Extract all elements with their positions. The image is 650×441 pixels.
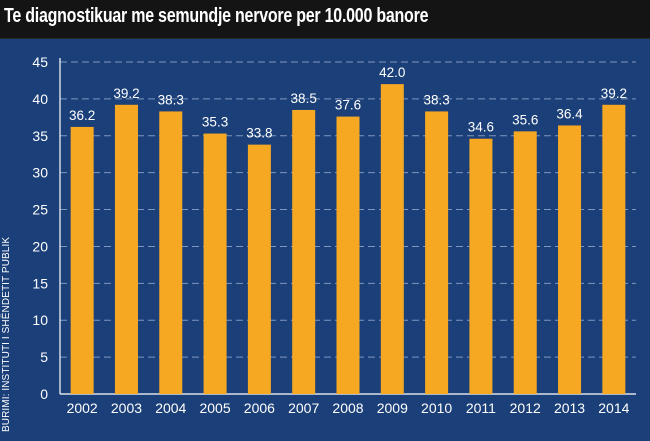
x-tick-label: 2002 xyxy=(67,400,98,416)
data-label: 33.8 xyxy=(246,126,272,141)
data-label: 38.5 xyxy=(291,91,317,106)
x-tick-label: 2014 xyxy=(598,400,629,416)
bar xyxy=(469,138,493,394)
data-label: 39.2 xyxy=(601,86,627,101)
bar xyxy=(513,131,537,394)
x-tick-label: 2006 xyxy=(244,400,275,416)
data-label: 42.0 xyxy=(379,65,405,80)
y-tick-label: 10 xyxy=(32,312,48,328)
bar xyxy=(247,144,271,394)
data-label: 35.3 xyxy=(202,115,228,130)
y-tick-label: 40 xyxy=(32,91,48,107)
bar xyxy=(114,104,138,395)
data-label: 39.2 xyxy=(113,86,139,101)
x-tick-label: 2011 xyxy=(466,400,496,416)
data-label: 36.2 xyxy=(69,108,95,123)
bar xyxy=(159,111,183,394)
bar xyxy=(292,109,316,394)
y-tick-label: 5 xyxy=(40,349,48,365)
data-label: 35.6 xyxy=(512,112,538,127)
bar xyxy=(70,126,94,395)
x-tick-label: 2012 xyxy=(510,400,541,416)
x-tick-label: 2003 xyxy=(111,400,142,416)
data-label: 38.3 xyxy=(158,92,184,107)
y-tick-label: 30 xyxy=(32,165,48,181)
x-tick-label: 2009 xyxy=(377,400,408,416)
y-tick-label: 15 xyxy=(32,275,48,291)
bar xyxy=(203,133,227,394)
bar xyxy=(425,111,449,394)
y-tick-label: 0 xyxy=(40,386,48,402)
bar xyxy=(336,116,360,395)
bar xyxy=(380,84,404,394)
title-bar: Te diagnostikuar me semundje nervore per… xyxy=(0,0,650,39)
y-tick-label: 25 xyxy=(32,202,48,218)
x-tick-label: 2008 xyxy=(332,400,363,416)
x-tick-label: 2005 xyxy=(199,400,230,416)
bar xyxy=(602,104,626,395)
x-tick-label: 2007 xyxy=(288,400,319,416)
y-tick-label: 35 xyxy=(32,128,48,144)
data-label: 37.6 xyxy=(335,98,361,113)
chart-title: Te diagnostikuar me semundje nervore per… xyxy=(4,5,429,27)
data-label: 38.3 xyxy=(423,92,449,107)
data-label: 34.6 xyxy=(468,120,494,135)
data-label: 36.4 xyxy=(556,106,583,121)
x-tick-label: 2013 xyxy=(554,400,585,416)
y-tick-label: 45 xyxy=(32,54,48,70)
x-tick-label: 2004 xyxy=(155,400,186,416)
bar xyxy=(558,125,582,395)
x-tick-label: 2010 xyxy=(421,400,452,416)
y-tick-label: 20 xyxy=(32,238,48,254)
